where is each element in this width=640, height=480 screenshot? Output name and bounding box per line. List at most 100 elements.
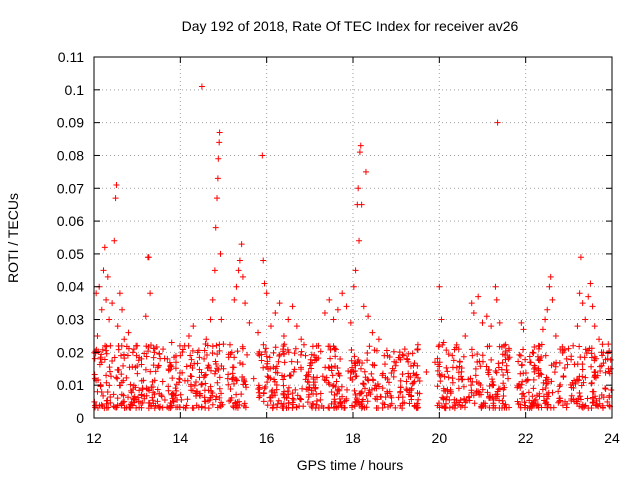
data-point xyxy=(415,396,422,403)
data-point xyxy=(119,306,126,313)
data-point xyxy=(574,400,581,407)
data-point xyxy=(280,332,287,339)
data-point xyxy=(304,399,311,406)
data-point xyxy=(118,400,125,407)
data-point xyxy=(136,387,143,394)
data-point xyxy=(550,360,557,367)
data-point xyxy=(399,351,406,358)
data-point xyxy=(240,381,247,388)
data-point xyxy=(188,381,195,388)
data-point xyxy=(416,377,423,384)
data-point xyxy=(285,316,292,323)
data-point xyxy=(302,352,309,359)
data-point xyxy=(360,303,367,310)
data-point xyxy=(161,396,168,403)
data-point xyxy=(326,381,333,388)
data-point xyxy=(594,402,601,409)
data-point xyxy=(348,357,355,364)
data-point xyxy=(451,405,458,412)
data-point xyxy=(313,391,320,398)
data-point xyxy=(100,267,107,274)
data-point xyxy=(111,237,118,244)
data-point xyxy=(197,392,204,399)
data-point xyxy=(98,388,105,395)
data-point xyxy=(436,342,443,349)
x-tick-label: 22 xyxy=(518,430,534,446)
data-point xyxy=(212,224,219,231)
data-point xyxy=(399,371,406,378)
data-point xyxy=(519,361,526,368)
data-point xyxy=(500,400,507,407)
data-point xyxy=(179,369,186,376)
data-point xyxy=(255,329,262,336)
data-point xyxy=(154,398,161,405)
data-point xyxy=(460,353,467,360)
data-point xyxy=(198,404,205,411)
data-point xyxy=(529,393,536,400)
data-point xyxy=(207,383,214,390)
data-point xyxy=(276,353,283,360)
data-point xyxy=(479,386,486,393)
data-point xyxy=(496,319,503,326)
data-point xyxy=(600,394,607,401)
data-point xyxy=(329,372,336,379)
data-point xyxy=(299,385,306,392)
data-point xyxy=(117,382,124,389)
data-point xyxy=(310,400,317,407)
data-point xyxy=(363,404,370,411)
data-point xyxy=(113,181,120,188)
data-point xyxy=(189,404,196,411)
data-point xyxy=(588,380,595,387)
data-point xyxy=(401,346,408,353)
data-point xyxy=(109,300,116,307)
data-point xyxy=(530,376,537,383)
data-point xyxy=(228,349,235,356)
data-point xyxy=(270,402,277,409)
data-point xyxy=(591,323,598,330)
data-point xyxy=(459,402,466,409)
data-point xyxy=(191,382,198,389)
data-point xyxy=(117,352,124,359)
data-point xyxy=(537,370,544,377)
y-tick-label: 0.09 xyxy=(57,115,84,131)
data-point xyxy=(475,388,482,395)
data-point xyxy=(576,343,583,350)
data-point xyxy=(518,381,525,388)
data-point xyxy=(338,383,345,390)
data-point xyxy=(262,383,269,390)
data-point xyxy=(577,393,584,400)
data-point xyxy=(531,368,538,375)
data-points xyxy=(91,83,615,412)
data-point xyxy=(330,316,337,323)
data-point xyxy=(552,332,559,339)
data-point xyxy=(292,386,299,393)
y-tick-label: 0.11 xyxy=(58,49,84,65)
data-point xyxy=(111,354,118,361)
data-point xyxy=(196,354,203,361)
data-point xyxy=(392,404,399,411)
data-point xyxy=(118,342,125,349)
data-point xyxy=(205,387,212,394)
data-point xyxy=(116,290,123,297)
data-point xyxy=(574,323,581,330)
y-tick-label: 0.01 xyxy=(57,377,84,393)
data-point xyxy=(227,385,234,392)
data-point xyxy=(220,365,227,372)
data-point xyxy=(564,361,571,368)
data-point xyxy=(581,403,588,410)
data-point xyxy=(133,404,140,411)
data-point xyxy=(196,366,203,373)
y-tick-label: 0.07 xyxy=(57,180,84,196)
data-point xyxy=(233,377,240,384)
data-point xyxy=(141,393,148,400)
data-point xyxy=(280,405,287,412)
data-point xyxy=(477,381,484,388)
x-tick-label: 24 xyxy=(604,430,620,446)
data-point xyxy=(193,388,200,395)
data-point xyxy=(276,300,283,307)
data-point xyxy=(120,377,127,384)
data-point xyxy=(260,364,267,371)
data-point xyxy=(397,356,404,363)
data-point xyxy=(280,382,287,389)
data-point xyxy=(501,351,508,358)
